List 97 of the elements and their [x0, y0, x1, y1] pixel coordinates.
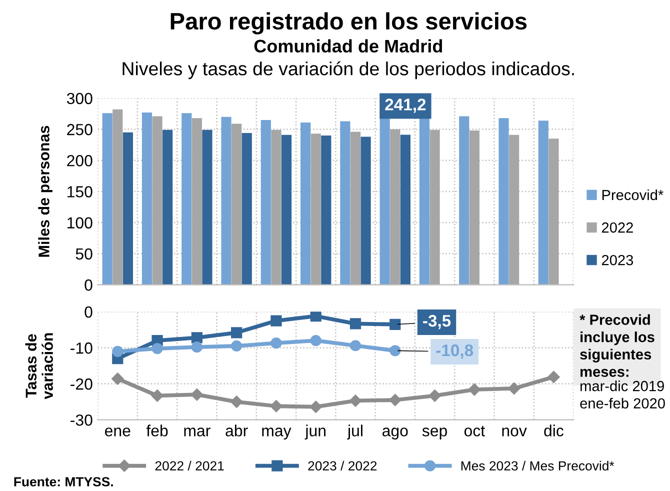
bar — [192, 118, 202, 285]
text: mar-dic 2019 ene-feb 2020 — [580, 380, 665, 409]
legend-label: 2023 — [602, 254, 634, 266]
bar — [271, 130, 282, 285]
x-tick-label: jun — [304, 424, 326, 440]
point — [390, 318, 401, 330]
bar — [469, 130, 480, 285]
bar — [142, 112, 152, 285]
point — [151, 390, 164, 402]
source-note: Fuente: MTYSS. — [14, 477, 113, 486]
y-tick-label: 100 — [68, 217, 92, 229]
point — [152, 342, 163, 354]
point — [190, 388, 204, 401]
bar — [430, 130, 440, 285]
bar — [102, 113, 112, 285]
point — [350, 318, 362, 330]
point — [231, 327, 242, 338]
bar — [260, 120, 271, 285]
legend-label: 2022 — [602, 222, 633, 233]
x-tick-label: jul — [347, 424, 362, 440]
bar — [419, 116, 430, 285]
point — [230, 396, 243, 408]
bar — [281, 134, 292, 285]
y-tick-label: 250 — [67, 124, 92, 136]
bar — [538, 120, 548, 285]
x-tick-label: oct — [464, 426, 485, 436]
bar — [509, 134, 520, 285]
point — [428, 390, 441, 402]
y-tick-label: -20 — [70, 378, 92, 390]
point — [112, 346, 124, 357]
bar — [221, 116, 232, 285]
y-tick-label: 300 — [66, 92, 92, 104]
bar — [459, 116, 470, 285]
x-tick-label: ago — [382, 428, 408, 440]
chart-subtitle: Comunidad de Madrid — [254, 39, 442, 53]
bar — [242, 133, 252, 285]
bar — [400, 134, 410, 285]
bar — [232, 124, 242, 285]
bar — [182, 113, 192, 285]
x-tick-label: abr — [226, 424, 248, 436]
bar — [300, 122, 311, 285]
x-tick-label: dic — [544, 424, 564, 436]
data-label: 241,2 — [385, 98, 426, 113]
point — [191, 342, 202, 353]
bar — [548, 138, 559, 285]
x-tick-label: feb — [146, 424, 168, 436]
point — [270, 315, 282, 326]
y-axis-title: Miles de personas — [38, 126, 52, 257]
point — [191, 332, 202, 344]
y-tick-label: 150 — [68, 186, 92, 198]
point — [350, 340, 362, 352]
bar — [390, 129, 400, 285]
x-tick-label: mar — [184, 428, 210, 436]
point — [270, 338, 282, 349]
y-tick-label: -10 — [70, 342, 92, 354]
y-tick-label: -30 — [70, 414, 92, 426]
bar — [152, 116, 162, 285]
text: * Precovid incluye los siguientes meses: — [580, 314, 654, 377]
bar — [122, 132, 133, 285]
point — [468, 383, 481, 396]
legend-label: Mes 2023 / Mes Precovid* — [461, 460, 614, 471]
x-tick-label: nov — [502, 428, 527, 436]
x-tick-label: ene — [104, 428, 130, 436]
point — [112, 372, 124, 385]
bar — [112, 109, 123, 285]
point — [231, 340, 242, 352]
point — [310, 312, 322, 322]
legend-label: 2022 / 2021 — [155, 460, 224, 471]
bar — [202, 130, 212, 285]
text: Niveles y tasas de variación de los periodos indicados. — [122, 61, 574, 80]
point — [548, 370, 560, 384]
bar — [321, 136, 332, 285]
data-label: -10,8 — [436, 344, 474, 359]
bar — [360, 136, 371, 285]
y-tick-label: 200 — [67, 155, 92, 166]
y-tick-label: 50 — [76, 248, 92, 260]
point — [508, 382, 520, 395]
x-tick-label: may — [262, 428, 292, 440]
y-axis-title: Tasas de variación — [25, 333, 53, 400]
bar — [380, 118, 390, 285]
bar — [350, 132, 361, 285]
point — [390, 345, 401, 356]
point — [270, 400, 282, 412]
chart-title: Paro registrado en los servicios — [170, 12, 527, 34]
y-tick-label: 0 — [84, 306, 92, 318]
point — [310, 335, 322, 346]
x-tick-label: sep — [422, 428, 447, 440]
point — [310, 400, 322, 413]
point — [389, 394, 402, 406]
legend-label: Precovid* — [602, 189, 664, 200]
bar — [162, 130, 173, 285]
legend-label: 2023 / 2022 — [308, 460, 377, 471]
bar — [340, 121, 350, 285]
data-label: -3,5 — [423, 314, 451, 330]
bar — [310, 134, 321, 285]
bar — [498, 118, 509, 285]
y-tick-label: 0 — [84, 279, 92, 291]
